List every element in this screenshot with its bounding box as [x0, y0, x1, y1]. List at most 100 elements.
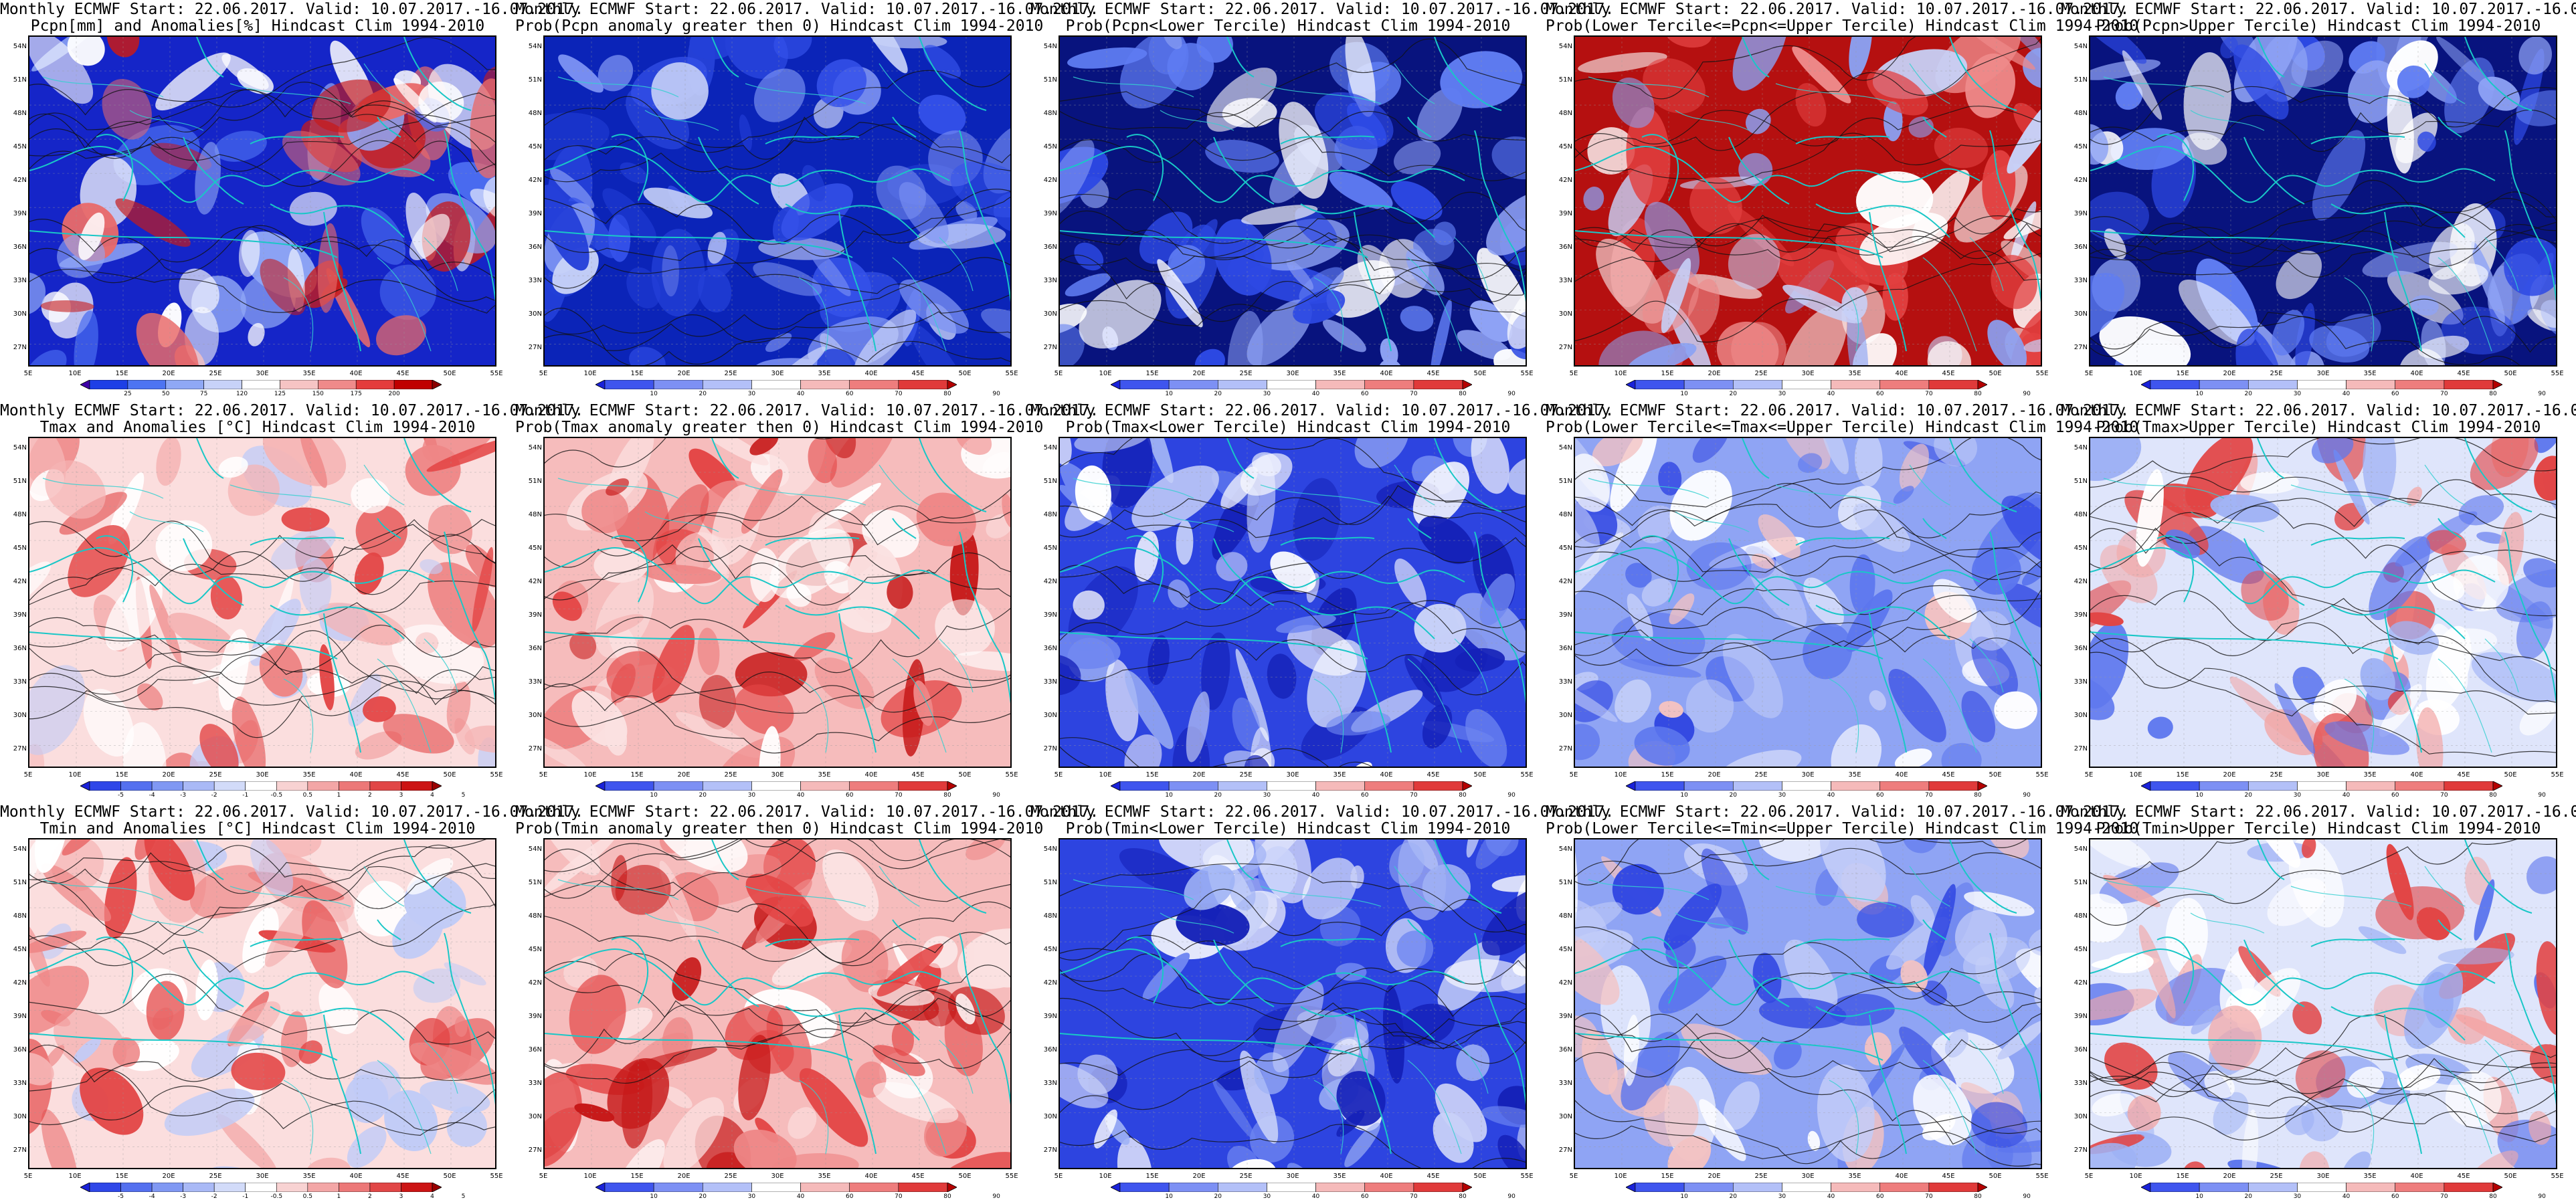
panel-title-line-2: Prob(Tmin>Upper Tercile) Hindcast Clim 1… [2096, 820, 2541, 837]
latitude-label: 27N [528, 344, 542, 351]
shaded-area [199, 724, 239, 767]
country-border [557, 478, 679, 499]
country-border [1454, 1039, 1489, 1094]
coastline [196, 37, 224, 78]
longitude-label: 20E [677, 771, 691, 779]
longitude-label: 30E [771, 771, 784, 779]
shaded-area [1634, 726, 1690, 766]
shaded-area [1578, 52, 1667, 74]
shaded-area [446, 680, 471, 734]
coastline [377, 919, 401, 940]
contour-line [1575, 438, 2041, 527]
colorbar-label: 5 [461, 1193, 466, 1200]
longitude-label: 40E [1895, 1173, 1908, 1180]
colorbar-label: 90 [992, 391, 1000, 397]
longitude-label: 45E [396, 370, 409, 377]
shaded-area [1184, 864, 1235, 910]
colorbar-label: -5 [118, 1193, 124, 1200]
contour-line [1575, 38, 2041, 151]
coastline [785, 1006, 920, 1041]
shaded-area [1758, 514, 1801, 559]
shaded-area [2324, 721, 2410, 755]
coastline [403, 37, 472, 111]
colorbar-swatch [2297, 1183, 2347, 1192]
map-frame [1574, 838, 2042, 1169]
shaded-area [1927, 341, 1972, 365]
colorbar-label: 0.5 [302, 792, 312, 799]
colorbar-swatch [849, 1183, 899, 1192]
shaded-area [1669, 593, 1695, 625]
latitude-label: 54N [1558, 444, 1572, 452]
shaded-area [1665, 37, 1712, 48]
coastline [2464, 37, 2533, 111]
longitude-label: 55E [2551, 370, 2564, 377]
colorbar-label: 10 [650, 1193, 658, 1200]
country-border [2424, 63, 2466, 104]
longitude-label: 50E [1473, 1173, 1487, 1180]
shaded-area [1575, 498, 1600, 573]
coastline [2310, 135, 2405, 144]
coastline [892, 518, 917, 539]
map-frame [28, 437, 496, 768]
coastline [1126, 936, 1164, 1004]
map-field [545, 37, 1010, 365]
country-border [1073, 478, 1194, 499]
shaded-area [2274, 683, 2316, 754]
panel-title-line-2: Prob(Lower Tercile<=Tmin<=Upper Tercile)… [1546, 820, 2139, 837]
shaded-area [1060, 438, 1072, 466]
shaded-area [150, 142, 212, 171]
shaded-area [1255, 839, 1311, 904]
coastline [2384, 613, 2422, 753]
shaded-area [923, 45, 961, 79]
country-border [1313, 678, 1344, 753]
longitude-label: 20E [162, 1173, 175, 1180]
colorbar-swatch [89, 380, 128, 389]
colorbar-label: -1 [242, 1193, 249, 1200]
contour-line [2090, 549, 2556, 656]
colorbar-swatch [1315, 1183, 1366, 1192]
contour-line [1575, 106, 2041, 159]
shaded-area [2023, 338, 2041, 353]
colorbar-label: 20 [1729, 391, 1737, 397]
shaded-area [602, 188, 656, 242]
contour-line [2090, 438, 2556, 488]
latitude-label: 51N [2074, 76, 2088, 84]
coastline [1949, 37, 2017, 111]
colorbar-swatch [1782, 1183, 1831, 1192]
shaded-area [282, 130, 361, 186]
shaded-area [1779, 438, 1831, 470]
shaded-area [2342, 1151, 2371, 1168]
colorbar-label: 30 [1263, 391, 1271, 397]
latitude-label: 27N [1043, 1146, 1057, 1154]
latitude-label: 51N [1043, 478, 1057, 485]
shaded-area [699, 675, 736, 730]
colorbar-label: 80 [1974, 391, 1982, 397]
colorbar-label: 40 [796, 391, 805, 397]
colorbar [595, 781, 957, 791]
colorbar-label: 175 [350, 391, 362, 397]
shaded-area [1396, 930, 1434, 967]
coastline [698, 538, 759, 606]
shaded-area [581, 489, 629, 534]
shaded-area [1669, 470, 1732, 541]
colorbar-swatch [1928, 781, 1979, 791]
shaded-area [1819, 839, 1886, 902]
country-border [377, 658, 432, 753]
shaded-area [1507, 456, 1526, 495]
country-border [892, 658, 947, 753]
shaded-area [1643, 1085, 1699, 1147]
country-border [798, 277, 829, 352]
longitude-label: 35E [1848, 771, 1861, 779]
colorbar-label: 30 [1263, 1193, 1271, 1200]
longitude-label: 40E [1380, 370, 1393, 377]
shaded-area [306, 1157, 351, 1168]
longitude-label: 15E [630, 771, 644, 779]
country-border [879, 866, 920, 907]
coastline [250, 135, 345, 144]
forecast-panel: Monthly ECMWF Start: 22.06.2017. Valid: … [515, 0, 1099, 401]
shaded-area [2090, 59, 2161, 80]
colorbar-arrow-right [2492, 380, 2502, 389]
shaded-area [2398, 348, 2446, 365]
shaded-area [1994, 37, 2041, 63]
shaded-area [1807, 1130, 1821, 1151]
